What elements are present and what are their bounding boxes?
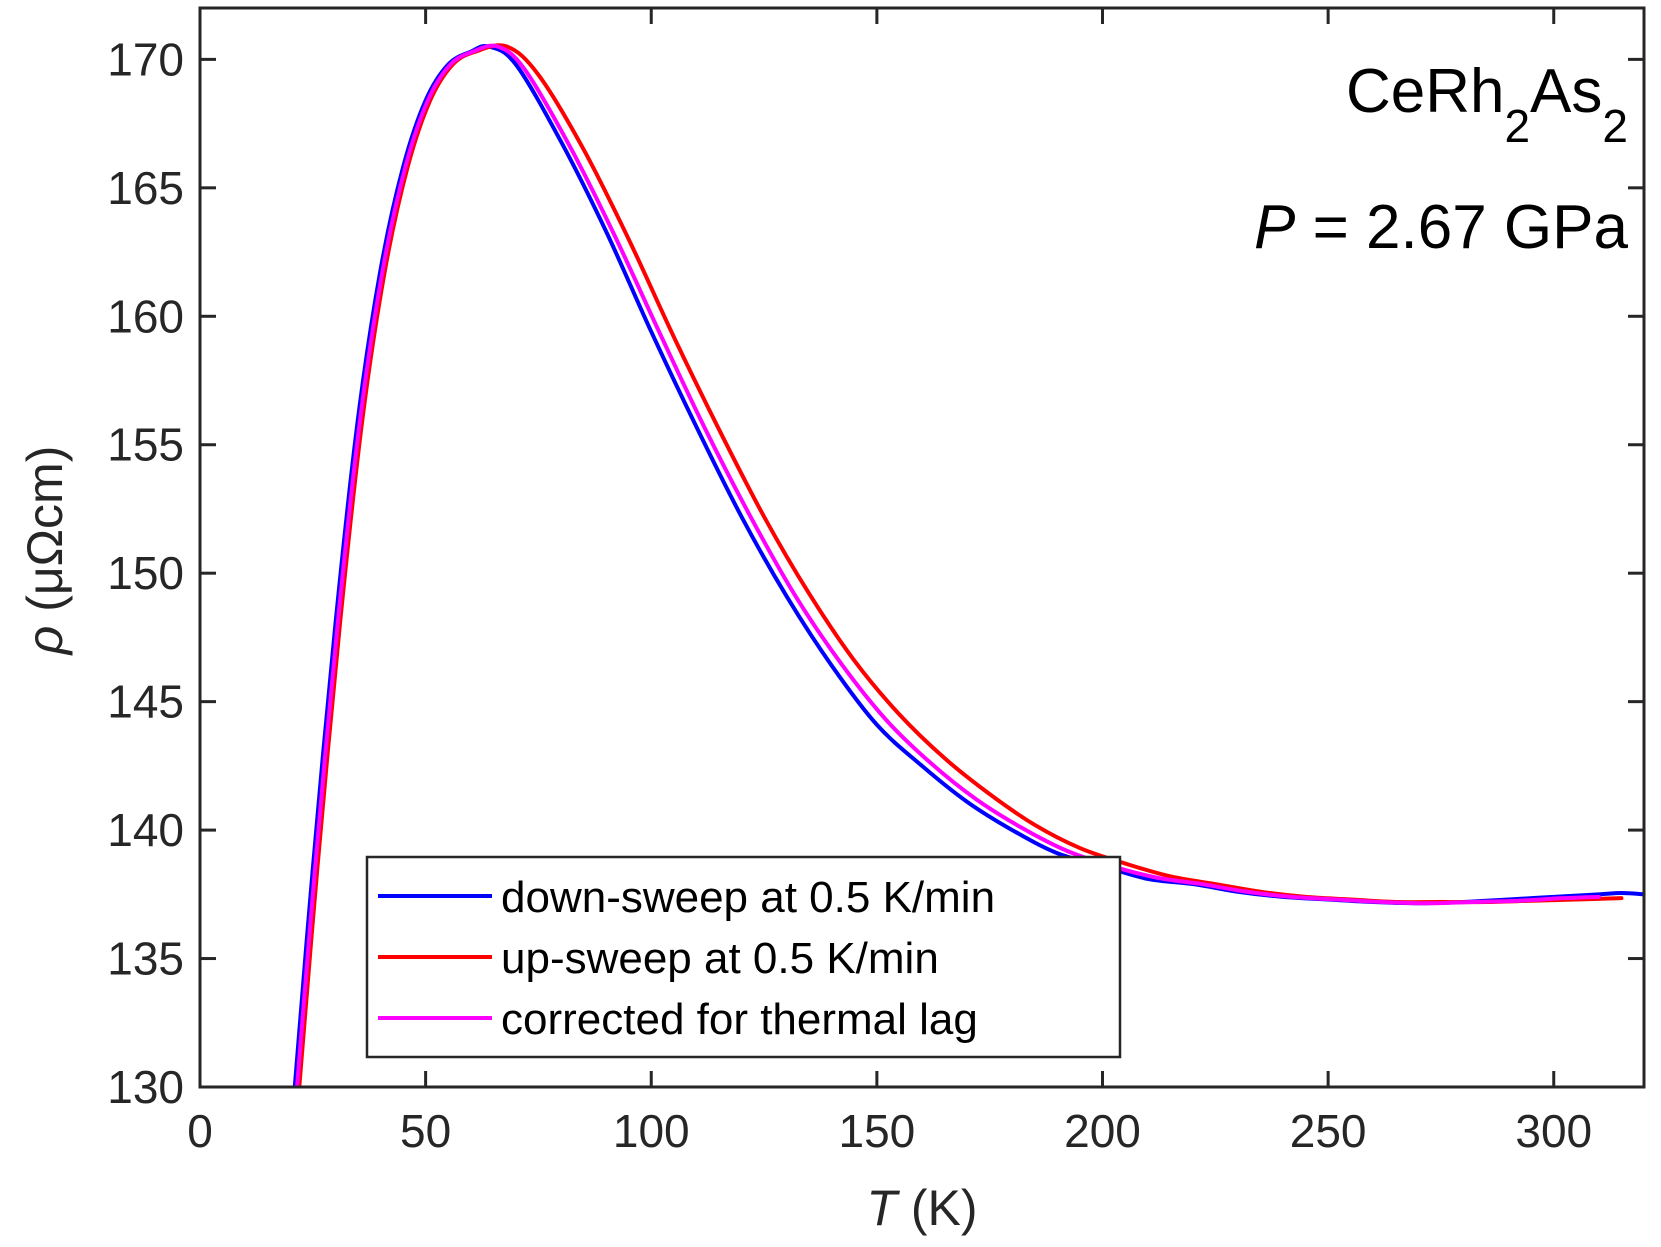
x-axis-symbol: T [866, 1180, 900, 1236]
x-tick-label: 200 [1064, 1105, 1141, 1157]
y-tick-label: 130 [107, 1061, 184, 1113]
compound-base2: As [1530, 57, 1602, 126]
y-axis-unit: (μΩcm) [17, 446, 73, 612]
y-tick-label: 165 [107, 162, 184, 214]
x-tick-label: 100 [613, 1105, 690, 1157]
y-tick-label: 155 [107, 419, 184, 471]
x-tick-label: 150 [839, 1105, 916, 1157]
legend-label-down-sweep: down-sweep at 0.5 K/min [501, 873, 995, 922]
x-axis-unit-space [897, 1180, 911, 1236]
x-tick-label: 300 [1515, 1105, 1592, 1157]
pressure-value: = 2.67 GPa [1295, 193, 1628, 262]
y-axis-unit-space [17, 612, 73, 626]
axes-box [198, 6, 1646, 1089]
legend: down-sweep at 0.5 K/min up-sweep at 0.5 … [365, 855, 1122, 1059]
x-tick-label: 250 [1290, 1105, 1367, 1157]
pressure-symbol: P [1254, 193, 1295, 262]
series-layer [292, 43, 1644, 1087]
y-tick-label: 150 [107, 547, 184, 599]
compound-base1: CeRh [1346, 57, 1505, 126]
y-tick-label: 140 [107, 804, 184, 856]
x-tick-label: 0 [187, 1105, 213, 1157]
y-tick-label: 160 [107, 290, 184, 342]
y-axis-title: ρ (μΩcm) [17, 446, 73, 657]
legend-label-corrected: corrected for thermal lag [501, 995, 978, 1044]
y-axis-symbol: ρ [17, 626, 73, 657]
ticks-layer: 0 50 100 150 200 250 300 130 135 140 145 150 155 160 1… [107, 8, 1644, 1157]
compound-sub2: 2 [1602, 100, 1628, 152]
series-line-corrected [295, 43, 1601, 1087]
y-tick-label: 170 [107, 33, 184, 85]
compound-annotation: CeRh2As2 [1346, 57, 1628, 152]
compound-sub1: 2 [1504, 100, 1530, 152]
x-axis-unit: (K) [911, 1180, 978, 1236]
x-axis-title: T (K) [866, 1180, 977, 1236]
legend-label-up-sweep: up-sweep at 0.5 K/min [501, 934, 939, 983]
x-tick-label: 50 [400, 1105, 451, 1157]
pressure-annotation: P = 2.67 GPa [1254, 193, 1628, 262]
legend-box [365, 855, 1122, 1059]
y-tick-label: 145 [107, 676, 184, 728]
y-tick-label: 135 [107, 933, 184, 985]
